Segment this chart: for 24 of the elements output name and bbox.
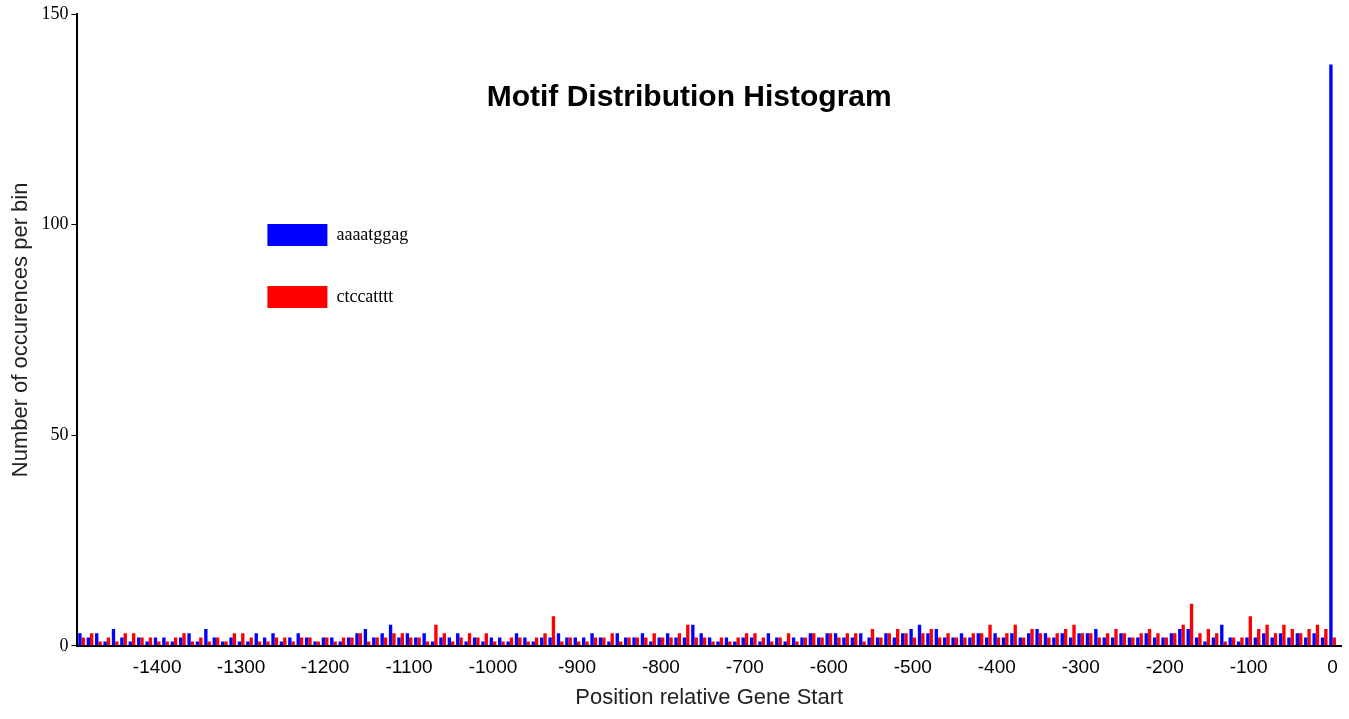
x-tick-label: -1000: [468, 656, 518, 678]
y-tick-label: 100: [41, 213, 69, 234]
x-tick-label: -1200: [300, 656, 350, 678]
x-tick-label: -100: [1229, 656, 1268, 678]
x-tick-label: -1300: [216, 656, 266, 678]
legend-label: ctccatttt: [336, 285, 394, 306]
y-tick-label: 150: [41, 2, 69, 23]
x-tick-label: -400: [977, 656, 1016, 678]
y-tick-label: 0: [59, 634, 69, 655]
x-tick-label: -1400: [132, 656, 182, 678]
legend-label: aaaatggag: [336, 223, 409, 244]
x-tick-label: -700: [725, 656, 764, 678]
x-tick-label: -600: [809, 656, 848, 678]
y-axis-title: Number of occurences per bin: [7, 182, 33, 478]
x-tick-label: -800: [641, 656, 680, 678]
y-tick-label: 50: [50, 423, 69, 444]
x-tick-label: -500: [893, 656, 932, 678]
x-tick-label: -1100: [385, 656, 433, 678]
x-tick-label: -300: [1061, 656, 1100, 678]
text: Motif Distribution Histogram: [486, 79, 892, 113]
x-axis-title: Position relative Gene Start: [575, 683, 844, 709]
x-tick-label: -900: [557, 656, 596, 678]
x-tick-label: 0: [1327, 656, 1338, 678]
x-tick-label: -200: [1145, 656, 1184, 678]
